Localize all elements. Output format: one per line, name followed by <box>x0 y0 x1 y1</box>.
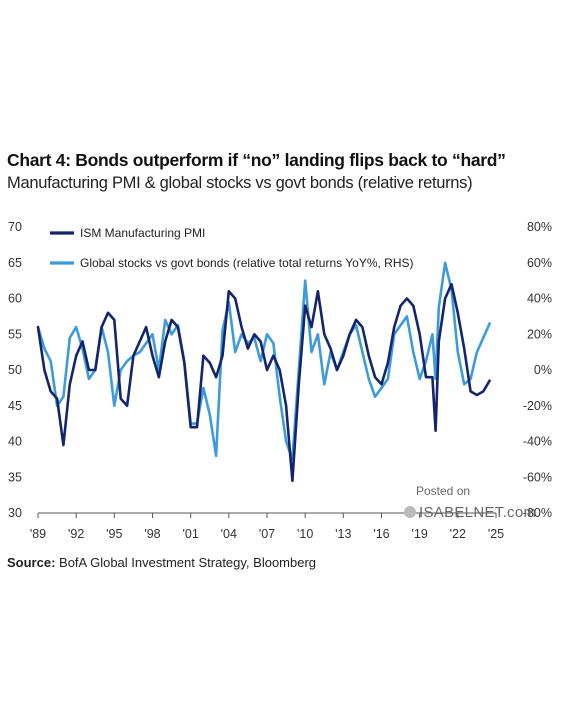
left-tick-label: 55 <box>8 327 22 341</box>
right-tick-label: 60% <box>527 256 552 270</box>
chart-svg: 30 35 40 45 50 55 60 65 70 -80% -60% -40% -20% 0% 20%… <box>8 220 552 541</box>
left-axis: 30 35 40 45 50 55 60 65 70 <box>8 220 22 520</box>
right-tick-label: -80% <box>523 506 552 520</box>
right-axis: -80% -60% -40% -20% 0% 20% 40% 60% 80% <box>523 220 552 520</box>
left-tick-label: 45 <box>8 399 22 413</box>
x-tick-label: '98 <box>144 527 160 541</box>
watermark-logo-icon <box>404 506 416 518</box>
x-tick-label: '92 <box>68 527 84 541</box>
left-tick-label: 40 <box>8 435 22 449</box>
source-label: Source: <box>7 555 56 570</box>
left-tick-label: 35 <box>8 470 22 484</box>
left-tick-label: 30 <box>8 506 22 520</box>
series-layer <box>36 261 491 483</box>
left-tick-label: 60 <box>8 292 22 306</box>
x-tick-label: '95 <box>106 527 122 541</box>
chart-subtitle: Manufacturing PMI & global stocks vs gov… <box>7 174 473 192</box>
right-tick-label: 0% <box>534 363 552 377</box>
right-tick-label: -20% <box>523 399 552 413</box>
left-tick-label: 50 <box>8 363 22 377</box>
chart-title: Chart 4: Bonds outperform if “no” landin… <box>7 150 506 170</box>
x-tick-label: '89 <box>30 527 46 541</box>
x-tick-label: '01 <box>183 527 199 541</box>
x-tick-label: '13 <box>335 527 351 541</box>
x-tick-label: '10 <box>297 527 313 541</box>
x-tick-label: '16 <box>373 527 389 541</box>
left-tick-label: 65 <box>8 256 22 270</box>
legend-label-pmi: ISM Manufacturing PMI <box>80 226 205 240</box>
watermark-line1: Posted on <box>416 484 470 498</box>
x-tick-label: '07 <box>259 527 275 541</box>
right-tick-label: -60% <box>523 470 552 484</box>
right-tick-label: 80% <box>527 220 552 234</box>
source-note: Source: BofA Global Investment Strategy,… <box>7 555 316 570</box>
legend: ISM Manufacturing PMI Global stocks vs g… <box>50 226 414 270</box>
x-tick-label: '04 <box>221 527 237 541</box>
legend-label-rel: Global stocks vs govt bonds (relative to… <box>80 256 414 270</box>
source-text: BofA Global Investment Strategy, Bloombe… <box>55 555 317 570</box>
x-tick-label: '19 <box>412 527 428 541</box>
watermark: Posted on ISABELNET.com <box>404 484 536 521</box>
right-tick-label: -40% <box>523 435 552 449</box>
x-tick-label: '22 <box>450 527 466 541</box>
x-tick-label: '25 <box>488 527 504 541</box>
right-tick-label: 20% <box>527 327 552 341</box>
watermark-line2: ISABELNET.com <box>419 504 536 521</box>
right-tick-label: 40% <box>527 292 552 306</box>
series-line-rel <box>36 261 491 461</box>
left-tick-label: 70 <box>8 220 22 234</box>
series-line-pmi <box>36 282 491 483</box>
x-axis: '89 '92 '95 '98 '01 '04 '07 '10 '13 '16 '19 '22 '25 <box>30 513 504 541</box>
